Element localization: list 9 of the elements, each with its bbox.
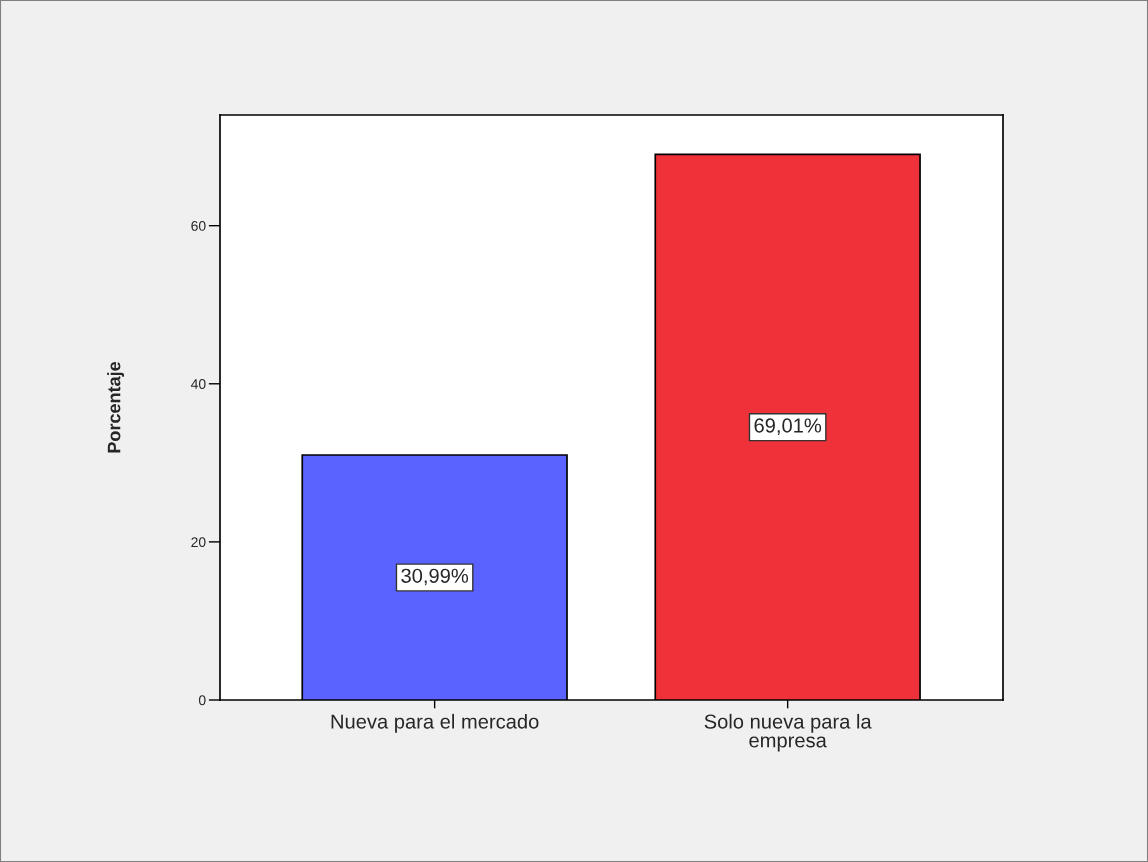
y-axis-title: Porcentaje (107, 361, 124, 453)
y-tick-label: 20 (191, 537, 206, 548)
data-label: 69,01% (754, 418, 822, 436)
x-tick-label: Nueva para el mercado (331, 713, 539, 733)
x-tick-label: Solo nueva para la empresa (704, 713, 872, 752)
y-tick-label: 40 (190, 379, 206, 389)
y-tick-label: 60 (191, 221, 206, 231)
y-tick-label: 0 (198, 695, 206, 706)
data-label: 30,99% (401, 568, 469, 586)
